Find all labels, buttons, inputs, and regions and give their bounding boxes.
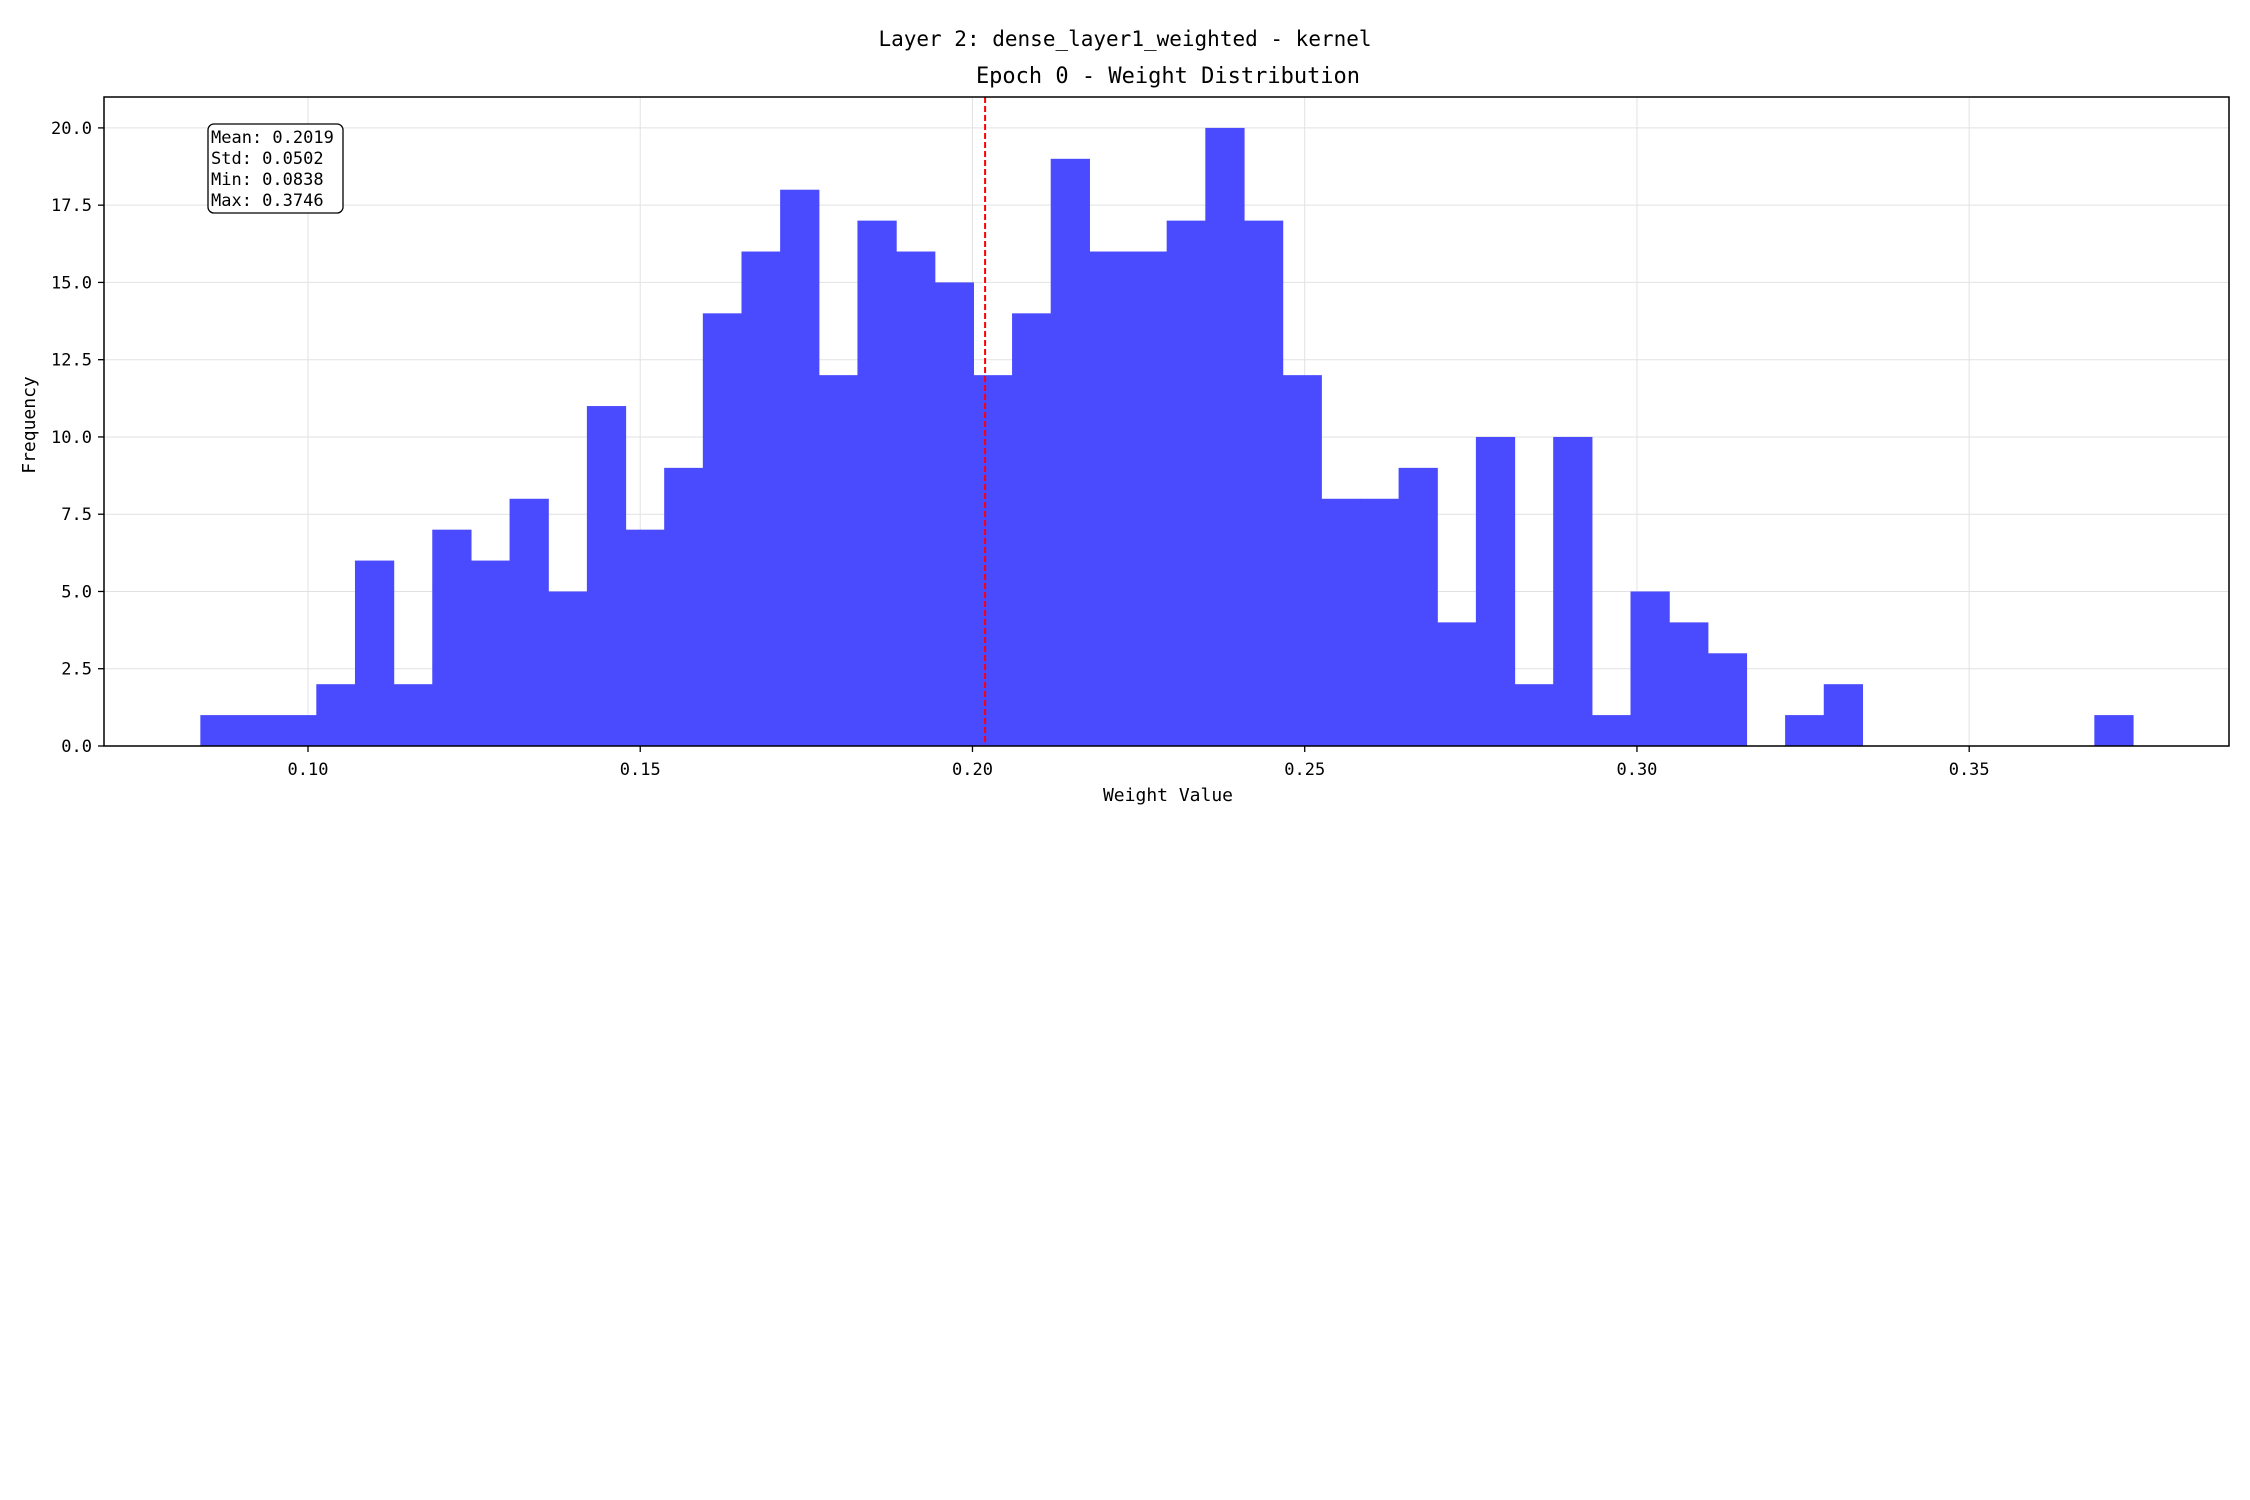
y-axis-label: Frequency <box>19 376 40 474</box>
y-tick-label: 17.5 <box>51 196 92 216</box>
histogram-bar <box>1669 622 1709 746</box>
stats-std: Std: 0.0502 <box>211 149 324 169</box>
y-tick-label: 15.0 <box>51 273 92 293</box>
stats-box: Mean: 0.2019 Std: 0.0502 Min: 0.0838 Max… <box>207 123 344 214</box>
stats-max: Max: 0.3746 <box>211 191 324 211</box>
x-tick-label: 0.35 <box>1949 760 1990 780</box>
histogram-bar <box>548 591 588 746</box>
histogram-bar <box>780 189 820 746</box>
histogram-bar <box>1282 375 1322 746</box>
x-axis-ticks: 0.10 0.15 0.20 0.25 0.30 0.35 <box>288 746 1990 780</box>
histogram-bar <box>1089 251 1129 746</box>
histogram-bar <box>1050 158 1090 747</box>
histogram-bar <box>857 220 897 747</box>
histogram-bar <box>2094 715 2134 746</box>
histogram-bar <box>664 467 704 746</box>
axes-frame <box>103 96 2230 747</box>
chart-title: Epoch 0 - Weight Distribution <box>976 64 1360 89</box>
histogram-bar <box>1243 220 1284 747</box>
stats-min: Min: 0.0838 <box>211 170 324 190</box>
x-tick-label: 0.20 <box>952 760 993 780</box>
y-tick-label: 0.0 <box>61 737 92 757</box>
histogram-bar <box>1630 591 1670 746</box>
histogram-bar <box>432 529 472 746</box>
histogram-bar <box>316 684 356 746</box>
histogram-bar <box>470 560 511 746</box>
histogram-bar <box>934 282 975 746</box>
x-axis-label: Weight Value <box>1103 785 1233 806</box>
x-tick-label: 0.25 <box>1284 760 1325 780</box>
y-tick-label: 10.0 <box>51 428 92 448</box>
x-tick-label: 0.15 <box>620 760 661 780</box>
histogram-bar <box>1785 715 1825 746</box>
histogram-bar <box>354 560 395 746</box>
histogram-bar <box>741 251 781 746</box>
x-tick-label: 0.10 <box>288 760 329 780</box>
y-tick-label: 12.5 <box>51 351 92 371</box>
histogram-bar <box>1553 436 1593 746</box>
x-tick-label: 0.30 <box>1616 760 1657 780</box>
stats-box-frame <box>207 123 344 214</box>
histogram-bar <box>1437 622 1477 746</box>
y-tick-label: 2.5 <box>61 660 92 680</box>
histogram-bar <box>1205 127 1245 746</box>
histogram-bar <box>200 715 240 746</box>
histogram-bar <box>702 313 743 746</box>
histogram-bar <box>277 715 317 746</box>
histogram-bar <box>1398 467 1438 746</box>
y-tick-label: 20.0 <box>51 119 92 139</box>
histogram-bar <box>586 406 627 746</box>
histogram-bar <box>896 251 936 746</box>
histogram-bar <box>393 684 433 746</box>
histogram-bar <box>1475 436 1516 746</box>
histogram-bar <box>239 715 279 746</box>
histogram-bar <box>973 375 1013 746</box>
histogram-bar <box>818 375 859 746</box>
histogram-bar <box>1321 498 1361 746</box>
histogram-bar <box>625 529 665 746</box>
histogram-bar <box>1128 251 1168 746</box>
histogram-bar <box>1823 684 1864 746</box>
stats-mean: Mean: 0.2019 <box>211 128 334 148</box>
histogram-bar <box>1707 653 1748 746</box>
histogram-bar <box>1359 498 1400 746</box>
histogram-bars <box>200 127 2134 747</box>
figure-suptitle: Layer 2: dense_layer1_weighted - kernel <box>878 27 1371 51</box>
histogram-bar <box>1012 313 1052 746</box>
histogram-bar <box>509 498 549 746</box>
histogram-bar <box>1166 220 1206 747</box>
histogram-bar <box>1591 715 1632 746</box>
histogram-bar <box>1514 684 1554 746</box>
y-tick-label: 7.5 <box>61 505 92 525</box>
y-axis-ticks: 0.0 2.5 5.0 7.5 10.0 12.5 15.0 17.5 20.0 <box>51 119 104 757</box>
y-tick-label: 5.0 <box>61 582 92 602</box>
